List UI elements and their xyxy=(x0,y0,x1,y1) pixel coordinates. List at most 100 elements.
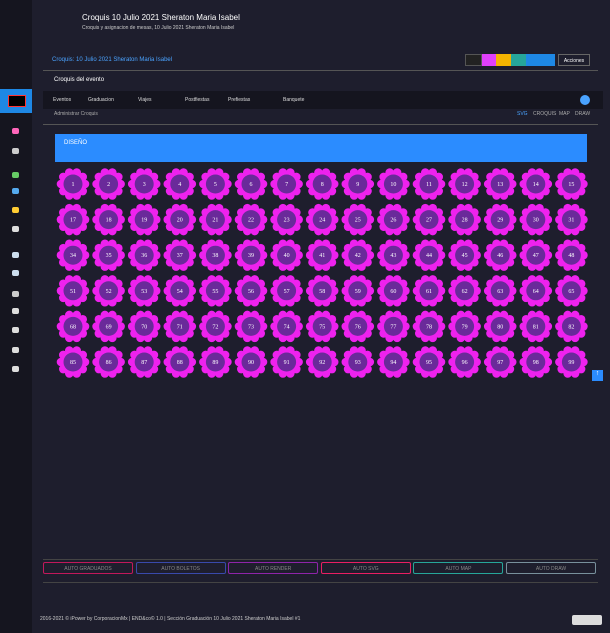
table[interactable]: 41 xyxy=(305,239,339,271)
seat[interactable] xyxy=(365,357,375,367)
table[interactable]: 18 xyxy=(92,203,125,236)
table[interactable]: 43 xyxy=(377,239,410,271)
seat[interactable] xyxy=(365,286,375,296)
table[interactable]: 25 xyxy=(341,203,375,236)
table[interactable]: 85 xyxy=(56,346,90,378)
seat[interactable] xyxy=(483,357,493,367)
table[interactable]: 30 xyxy=(519,203,553,236)
table[interactable]: 78 xyxy=(412,310,446,343)
seat[interactable] xyxy=(92,357,101,367)
seat[interactable] xyxy=(448,250,457,260)
nav-item[interactable]: Prefiestas xyxy=(228,97,251,103)
seat[interactable] xyxy=(199,357,208,367)
seat[interactable] xyxy=(199,215,208,224)
table[interactable]: 57 xyxy=(270,275,303,307)
seat[interactable] xyxy=(436,286,446,296)
table[interactable]: 58 xyxy=(305,275,339,307)
table[interactable]: 5 xyxy=(199,168,232,200)
seat[interactable] xyxy=(519,179,529,189)
nav-item[interactable]: Banquete xyxy=(283,97,305,103)
seat[interactable] xyxy=(92,179,101,189)
seat[interactable] xyxy=(401,179,410,189)
seat[interactable] xyxy=(472,357,481,367)
table[interactable]: 24 xyxy=(305,203,339,236)
seat[interactable] xyxy=(234,215,244,224)
seat[interactable] xyxy=(365,215,375,224)
seat[interactable] xyxy=(555,286,564,296)
nav-item[interactable]: Graduacion xyxy=(88,97,114,103)
seat[interactable] xyxy=(270,250,279,260)
seat[interactable] xyxy=(116,322,125,331)
table[interactable]: 40 xyxy=(270,239,303,271)
scroll-top[interactable]: ↑ xyxy=(592,370,603,381)
seat[interactable] xyxy=(329,215,339,224)
table[interactable]: 81 xyxy=(519,310,553,343)
seat[interactable] xyxy=(472,215,481,224)
table[interactable]: 61 xyxy=(412,275,446,307)
seat[interactable] xyxy=(341,322,351,331)
table[interactable]: 48 xyxy=(555,239,588,271)
seat[interactable] xyxy=(365,179,375,189)
seat[interactable] xyxy=(80,179,90,189)
logo[interactable] xyxy=(0,89,32,113)
seat[interactable] xyxy=(294,286,303,296)
actions-button[interactable]: Acciones xyxy=(558,54,590,66)
seat[interactable] xyxy=(163,179,173,189)
auto-button[interactable]: AUTO SVG xyxy=(320,562,411,574)
seat[interactable] xyxy=(116,250,125,260)
tab[interactable]: SVG xyxy=(517,111,528,117)
seat[interactable] xyxy=(555,179,564,189)
table[interactable]: 75 xyxy=(305,310,339,343)
seat[interactable] xyxy=(329,357,339,367)
seat[interactable] xyxy=(294,322,303,331)
seat[interactable] xyxy=(163,250,173,260)
seat[interactable] xyxy=(329,286,339,296)
table[interactable]: 19 xyxy=(127,203,161,236)
seat[interactable] xyxy=(507,179,517,189)
seat[interactable] xyxy=(223,357,232,367)
seat[interactable] xyxy=(507,286,517,296)
seat[interactable] xyxy=(270,286,279,296)
seat[interactable] xyxy=(80,322,90,331)
seat[interactable] xyxy=(448,179,457,189)
table[interactable]: 52 xyxy=(92,275,125,307)
auto-button[interactable]: AUTO DRAW xyxy=(506,562,596,574)
seat[interactable] xyxy=(543,215,553,224)
seat[interactable] xyxy=(234,286,244,296)
seat[interactable] xyxy=(56,322,66,331)
table[interactable]: 31 xyxy=(555,203,588,236)
seat[interactable] xyxy=(294,179,303,189)
table[interactable]: 73 xyxy=(234,310,268,343)
seat[interactable] xyxy=(412,179,422,189)
seat[interactable] xyxy=(80,357,90,367)
seat[interactable] xyxy=(127,357,137,367)
breadcrumb[interactable]: Croquis: 10 Julio 2021 Sheraton Maria Is… xyxy=(52,57,173,63)
seat[interactable] xyxy=(448,357,457,367)
auto-button[interactable]: AUTO GRADUADOS xyxy=(43,562,133,574)
seat[interactable] xyxy=(56,215,66,224)
table[interactable]: 17 xyxy=(56,203,90,236)
table[interactable]: 90 xyxy=(234,346,268,378)
seat[interactable] xyxy=(579,322,588,331)
seat[interactable] xyxy=(187,322,197,331)
seat[interactable] xyxy=(507,357,517,367)
seat[interactable] xyxy=(377,357,386,367)
table[interactable]: 99 xyxy=(555,346,588,378)
seat[interactable] xyxy=(258,357,268,367)
seat[interactable] xyxy=(472,286,481,296)
seat[interactable] xyxy=(223,215,232,224)
nav-item[interactable]: Viajes xyxy=(138,97,152,103)
table[interactable]: 14 xyxy=(519,168,553,200)
table[interactable]: 44 xyxy=(412,239,446,271)
seat[interactable] xyxy=(579,250,588,260)
table[interactable]: 60 xyxy=(377,275,410,307)
seat[interactable] xyxy=(543,286,553,296)
table[interactable]: 22 xyxy=(234,203,268,236)
table[interactable]: 20 xyxy=(163,203,197,236)
seat[interactable] xyxy=(377,322,386,331)
seat[interactable] xyxy=(187,357,197,367)
seat[interactable] xyxy=(412,286,422,296)
seat[interactable] xyxy=(234,179,244,189)
seat[interactable] xyxy=(543,322,553,331)
table[interactable]: 87 xyxy=(127,346,161,378)
